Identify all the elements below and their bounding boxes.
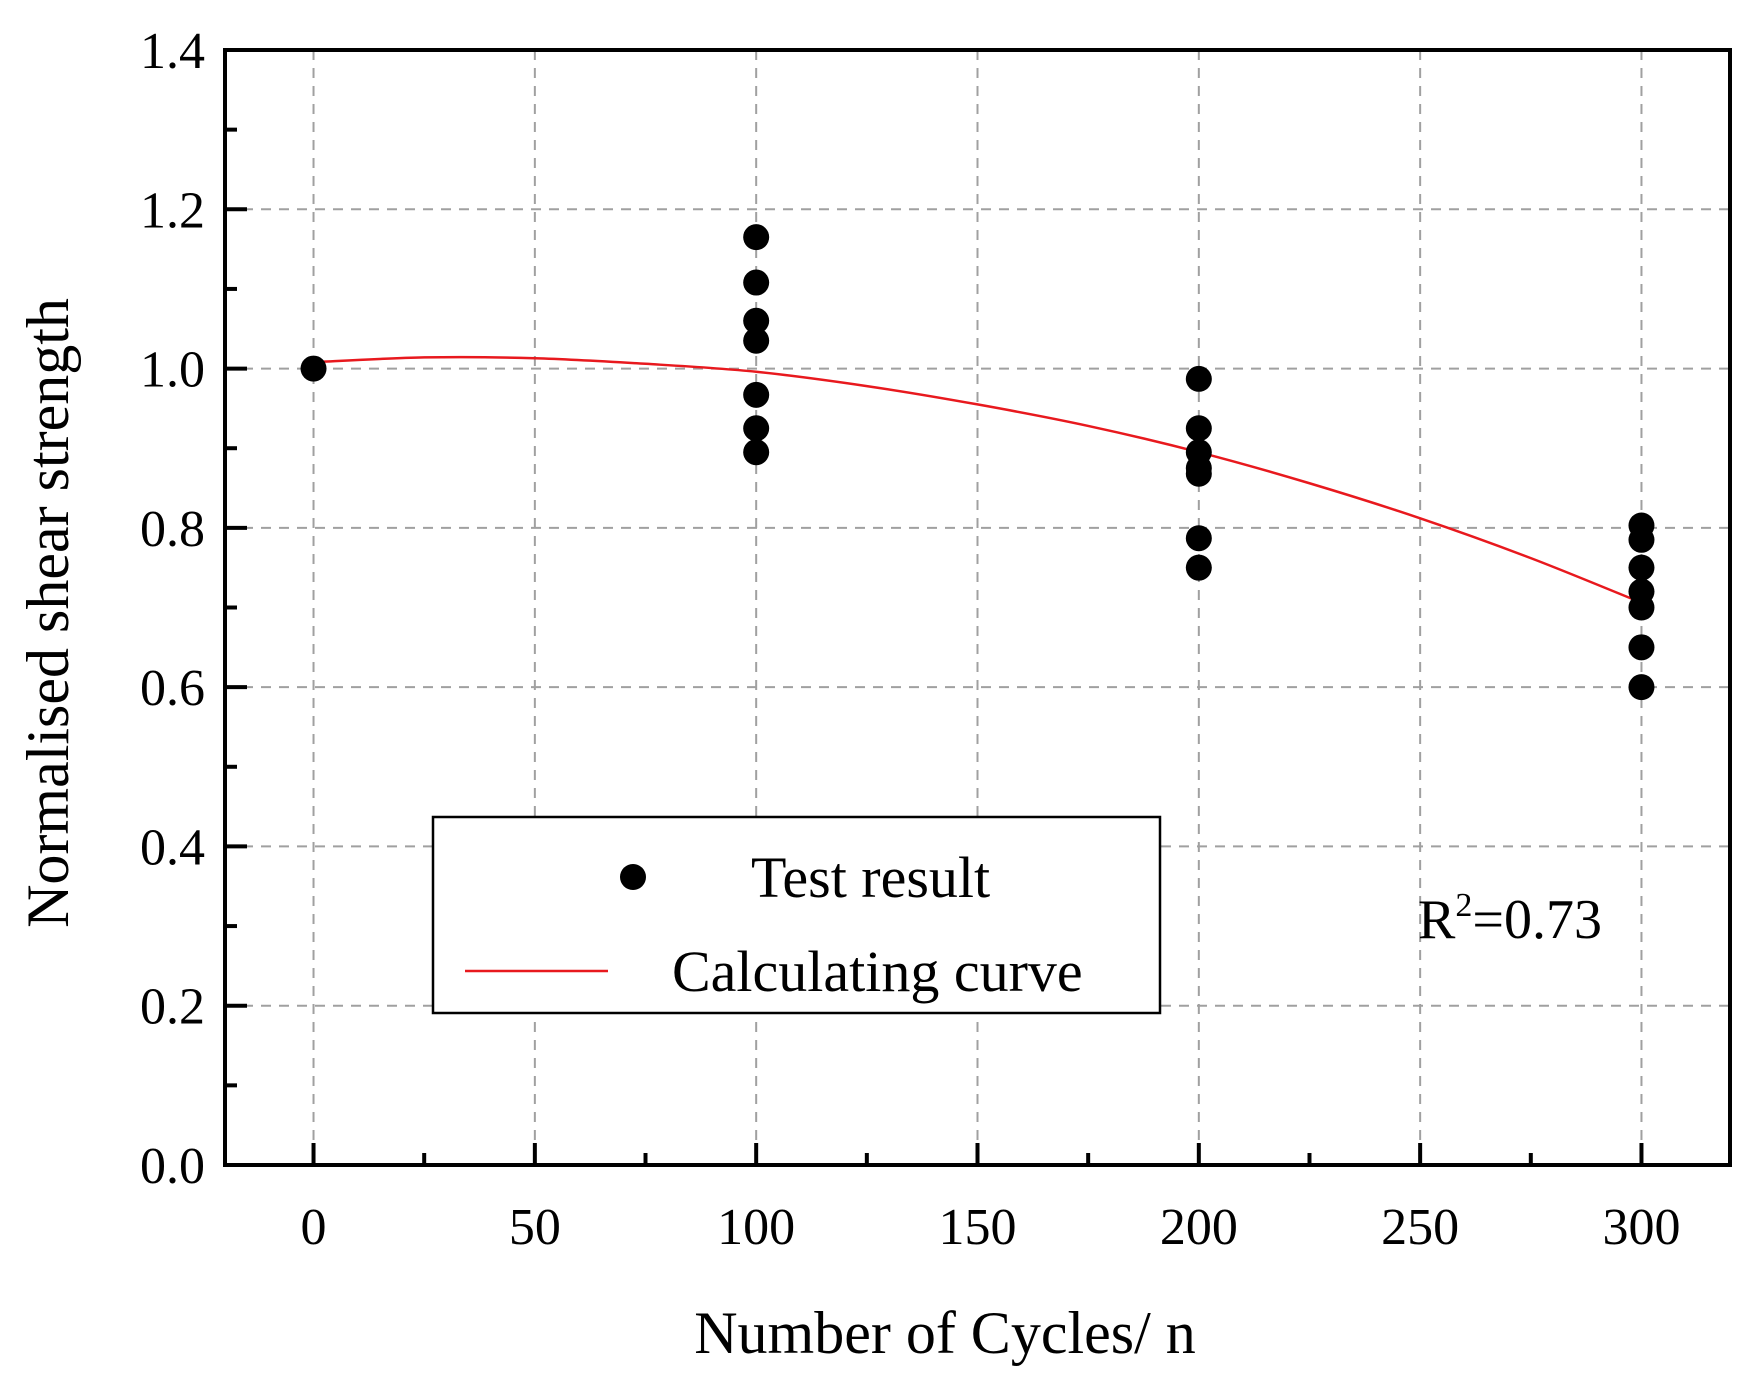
y-tick-label: 0.2 — [140, 979, 205, 1036]
calculating-curve-layer — [313, 355, 1642, 604]
x-tick-label: 50 — [509, 1199, 561, 1256]
x-tick-label: 200 — [1160, 1199, 1238, 1256]
y-tick-label: 0.0 — [140, 1138, 205, 1195]
test-result-point — [1628, 554, 1655, 581]
test-result-point — [1628, 594, 1655, 621]
y-axis-title: Normalised shear strength — [15, 298, 81, 928]
x-tick-label: 100 — [717, 1199, 795, 1256]
x-tick-label: 300 — [1602, 1199, 1680, 1256]
r-squared-annotation: R2=0.73 — [1418, 887, 1602, 951]
test-result-point — [1185, 365, 1212, 392]
test-result-point — [743, 224, 770, 251]
test-result-point — [1185, 525, 1212, 552]
legend-marker-test-result — [620, 864, 646, 890]
x-tick-label: 250 — [1381, 1199, 1459, 1256]
test-result-points — [300, 224, 1655, 701]
legend-box — [431, 815, 1162, 1015]
r-squared-superscript: 2 — [1455, 887, 1472, 924]
y-tick-label: 0.6 — [140, 660, 205, 717]
test-result-point — [743, 415, 770, 442]
x-tick-label: 150 — [939, 1199, 1017, 1256]
x-tick-label: 0 — [301, 1199, 327, 1256]
test-result-point — [1628, 674, 1655, 701]
legend: Test result Calculating curve — [431, 815, 1162, 1015]
test-result-point — [1628, 526, 1655, 553]
test-result-point — [1185, 554, 1212, 581]
test-result-point — [1628, 634, 1655, 661]
y-tick-label: 1.0 — [140, 342, 205, 399]
legend-label-test-result: Test result — [751, 845, 990, 910]
y-tick-label: 1.4 — [140, 23, 205, 80]
calculating-curve-line — [313, 355, 1642, 604]
x-axis-title: Number of Cycles/ n — [694, 1300, 1196, 1366]
test-result-point — [743, 269, 770, 296]
r-squared-base: R — [1418, 889, 1456, 951]
y-tick-label: 0.8 — [140, 501, 205, 558]
test-result-point — [743, 327, 770, 354]
x-axis-ticks: 0 50 100 150 200 250 300 — [301, 1143, 1680, 1256]
legend-label-calculating-curve: Calculating curve — [672, 939, 1083, 1004]
y-tick-label: 1.2 — [140, 182, 205, 239]
test-result-point — [1185, 415, 1212, 442]
test-result-point — [300, 355, 327, 382]
y-axis-ticks: 0.0 0.2 0.4 0.6 0.8 1.0 1.2 1.4 — [140, 23, 247, 1195]
y-tick-label: 0.4 — [140, 819, 205, 876]
test-result-point — [743, 307, 770, 334]
test-result-point — [1185, 460, 1212, 487]
test-result-point — [743, 439, 770, 466]
test-result-point — [743, 381, 770, 408]
r-squared-value: =0.73 — [1472, 889, 1602, 951]
